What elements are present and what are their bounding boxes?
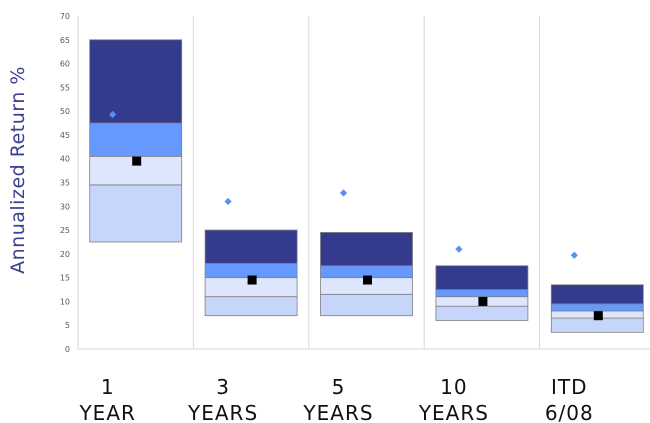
band-bottom xyxy=(204,296,298,317)
band-bottom xyxy=(89,184,183,243)
y-tick-label: 35 xyxy=(60,179,70,188)
diamond-marker xyxy=(455,245,463,253)
category-label-line1: 1 xyxy=(101,375,115,399)
band-bottom xyxy=(435,305,529,321)
y-tick-label: 0 xyxy=(65,345,70,354)
category-label-line1: 3 xyxy=(216,375,230,399)
band-upper-mid xyxy=(435,289,529,298)
band-upper-mid xyxy=(89,122,183,157)
category-label-line2: YEARS xyxy=(302,401,373,423)
y-tick-label: 25 xyxy=(60,226,70,235)
square-marker xyxy=(478,296,488,306)
band-top xyxy=(550,284,644,305)
markers xyxy=(109,110,603,321)
band-top xyxy=(89,39,183,124)
grid-lines xyxy=(77,16,650,350)
y-tick-label: 65 xyxy=(60,36,70,45)
band-top xyxy=(435,265,529,290)
square-marker xyxy=(593,311,603,321)
category-label-line2: 6/08 xyxy=(545,401,594,423)
square-marker xyxy=(132,156,142,166)
diamond-marker xyxy=(339,189,348,197)
category-label-line2: YEAR xyxy=(78,401,135,423)
category-label-line1: ITD xyxy=(551,375,588,399)
y-tick-label: 40 xyxy=(60,155,70,164)
y-axis-label: Annualized Return % xyxy=(7,66,29,274)
category-label-line1: 5 xyxy=(332,375,346,399)
y-tick-label: 10 xyxy=(60,297,70,306)
y-tick-label: 20 xyxy=(60,250,70,259)
category-label-line2: YEARS xyxy=(418,401,489,423)
diamond-marker xyxy=(570,251,578,259)
y-tick-label: 50 xyxy=(60,107,70,116)
band-bottom xyxy=(550,317,644,333)
y-tick-label: 30 xyxy=(60,202,70,211)
band-top xyxy=(320,232,413,267)
band-upper-mid xyxy=(550,303,644,312)
band-boxes xyxy=(89,39,644,333)
y-tick-label: 5 xyxy=(65,321,70,330)
square-marker xyxy=(363,275,372,285)
y-tick-label: 15 xyxy=(60,274,70,283)
category-label-line2: YEARS xyxy=(187,401,258,423)
y-tick-label: 55 xyxy=(60,83,70,92)
y-tick-label: 45 xyxy=(60,131,70,140)
square-marker xyxy=(247,275,257,285)
band-top xyxy=(204,229,298,264)
band-upper-mid xyxy=(204,262,298,279)
y-axis-ticks: 0 5 10 15 20 25 30 35 40 45 50 55 60 65 70 xyxy=(60,12,70,354)
y-tick-label: 70 xyxy=(60,12,70,21)
diamond-marker xyxy=(109,110,117,119)
y-tick-label: 60 xyxy=(60,60,70,69)
diamond-marker xyxy=(224,197,232,206)
band-bottom xyxy=(320,293,413,317)
category-label-line1: 10 xyxy=(440,375,467,399)
